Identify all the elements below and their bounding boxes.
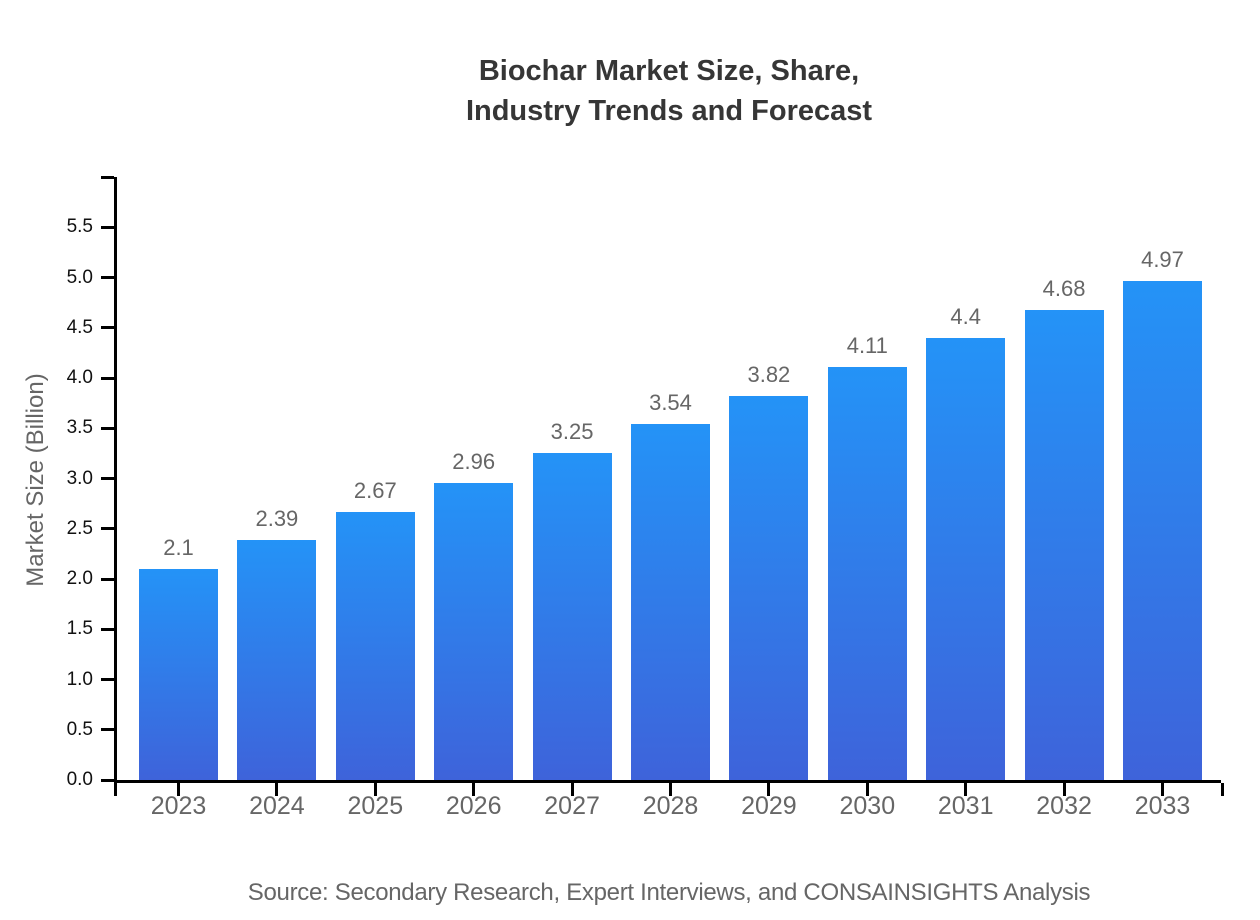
y-tick-label: 3.5 <box>66 417 93 439</box>
x-tick-label: 2031 <box>937 792 994 820</box>
bar <box>1123 281 1202 780</box>
x-tick <box>373 783 377 796</box>
y-tick-label: 4.5 <box>66 316 93 338</box>
x-tick-label: 2023 <box>150 792 207 820</box>
y-tick-label: 1.5 <box>66 618 93 640</box>
x-tick-label: 2032 <box>1036 792 1092 820</box>
x-tick <box>177 783 180 796</box>
y-tick <box>101 376 114 380</box>
y-tick <box>101 225 114 229</box>
bar <box>827 367 907 780</box>
x-axis-line <box>114 780 1221 783</box>
y-tick-label: 5.5 <box>66 216 93 238</box>
bar <box>729 396 809 780</box>
y-tick <box>101 678 114 681</box>
bar <box>631 424 710 780</box>
y-tick <box>101 175 114 179</box>
x-tick <box>1062 783 1066 796</box>
chart-title: Biochar Market Size, Share, Industry Tre… <box>117 51 1221 131</box>
bar-value-label: 2.39 <box>255 506 299 531</box>
y-tick-label: 2.5 <box>66 517 93 539</box>
y-tick <box>101 778 114 782</box>
bar-value-label: 4.4 <box>950 304 981 329</box>
bar <box>335 512 415 780</box>
y-tick-label: 2.0 <box>66 568 93 589</box>
x-tick <box>472 783 476 796</box>
x-tick-label: 2026 <box>445 792 502 820</box>
bar-value-label: 4.11 <box>846 333 888 358</box>
x-tick <box>767 783 771 796</box>
y-tick-label: 3.0 <box>66 467 93 489</box>
bar <box>434 483 514 780</box>
x-tick-label: 2028 <box>642 792 699 820</box>
x-tick <box>275 783 279 796</box>
bar-value-label: 2.67 <box>353 478 397 503</box>
x-tick <box>669 783 672 796</box>
bar-value-label: 3.82 <box>747 362 791 387</box>
y-tick <box>101 728 114 732</box>
bar <box>139 569 218 780</box>
x-axis-end-tick <box>1221 783 1224 796</box>
source-note: Source: Secondary Research, Expert Inter… <box>247 879 1091 906</box>
x-tick-label: 2033 <box>1134 792 1191 820</box>
x-axis-origin-tick <box>114 783 117 796</box>
y-tick-label: 0.0 <box>66 769 93 790</box>
x-tick-label: 2030 <box>839 792 896 820</box>
y-tick <box>101 326 114 330</box>
chart-title-line-2: Industry Trends and Forecast <box>465 95 873 127</box>
y-tick-label: 5.0 <box>66 266 93 288</box>
y-tick-label: 0.5 <box>66 718 93 740</box>
bar-value-label: 3.54 <box>649 390 692 415</box>
y-tick <box>101 627 114 631</box>
bar <box>926 338 1006 780</box>
chart-title-line-1: Biochar Market Size, Share, <box>478 55 860 87</box>
bar-value-label: 4.97 <box>1141 247 1184 272</box>
x-tick <box>964 783 968 796</box>
bar-value-label: 2.96 <box>452 449 496 474</box>
y-axis-line <box>114 177 117 783</box>
x-tick <box>570 783 574 796</box>
y-tick-label: 1.0 <box>66 668 93 690</box>
bar-value-label: 3.25 <box>550 419 594 444</box>
y-tick <box>101 577 114 581</box>
y-tick <box>101 276 114 279</box>
bar <box>237 540 317 780</box>
x-tick-label: 2027 <box>544 792 600 820</box>
x-tick-label: 2025 <box>347 792 404 820</box>
bar <box>532 453 612 780</box>
y-tick <box>101 426 114 430</box>
x-tick <box>1161 783 1164 796</box>
y-tick <box>101 527 114 531</box>
x-tick-label: 2024 <box>249 792 305 820</box>
bar <box>1024 310 1104 780</box>
y-tick <box>101 477 114 480</box>
x-tick <box>865 783 869 796</box>
bar-value-label: 2.1 <box>163 535 194 560</box>
bar-value-label: 4.68 <box>1042 276 1086 301</box>
y-tick-label: 4.0 <box>66 367 93 388</box>
x-tick-label: 2029 <box>741 792 797 820</box>
